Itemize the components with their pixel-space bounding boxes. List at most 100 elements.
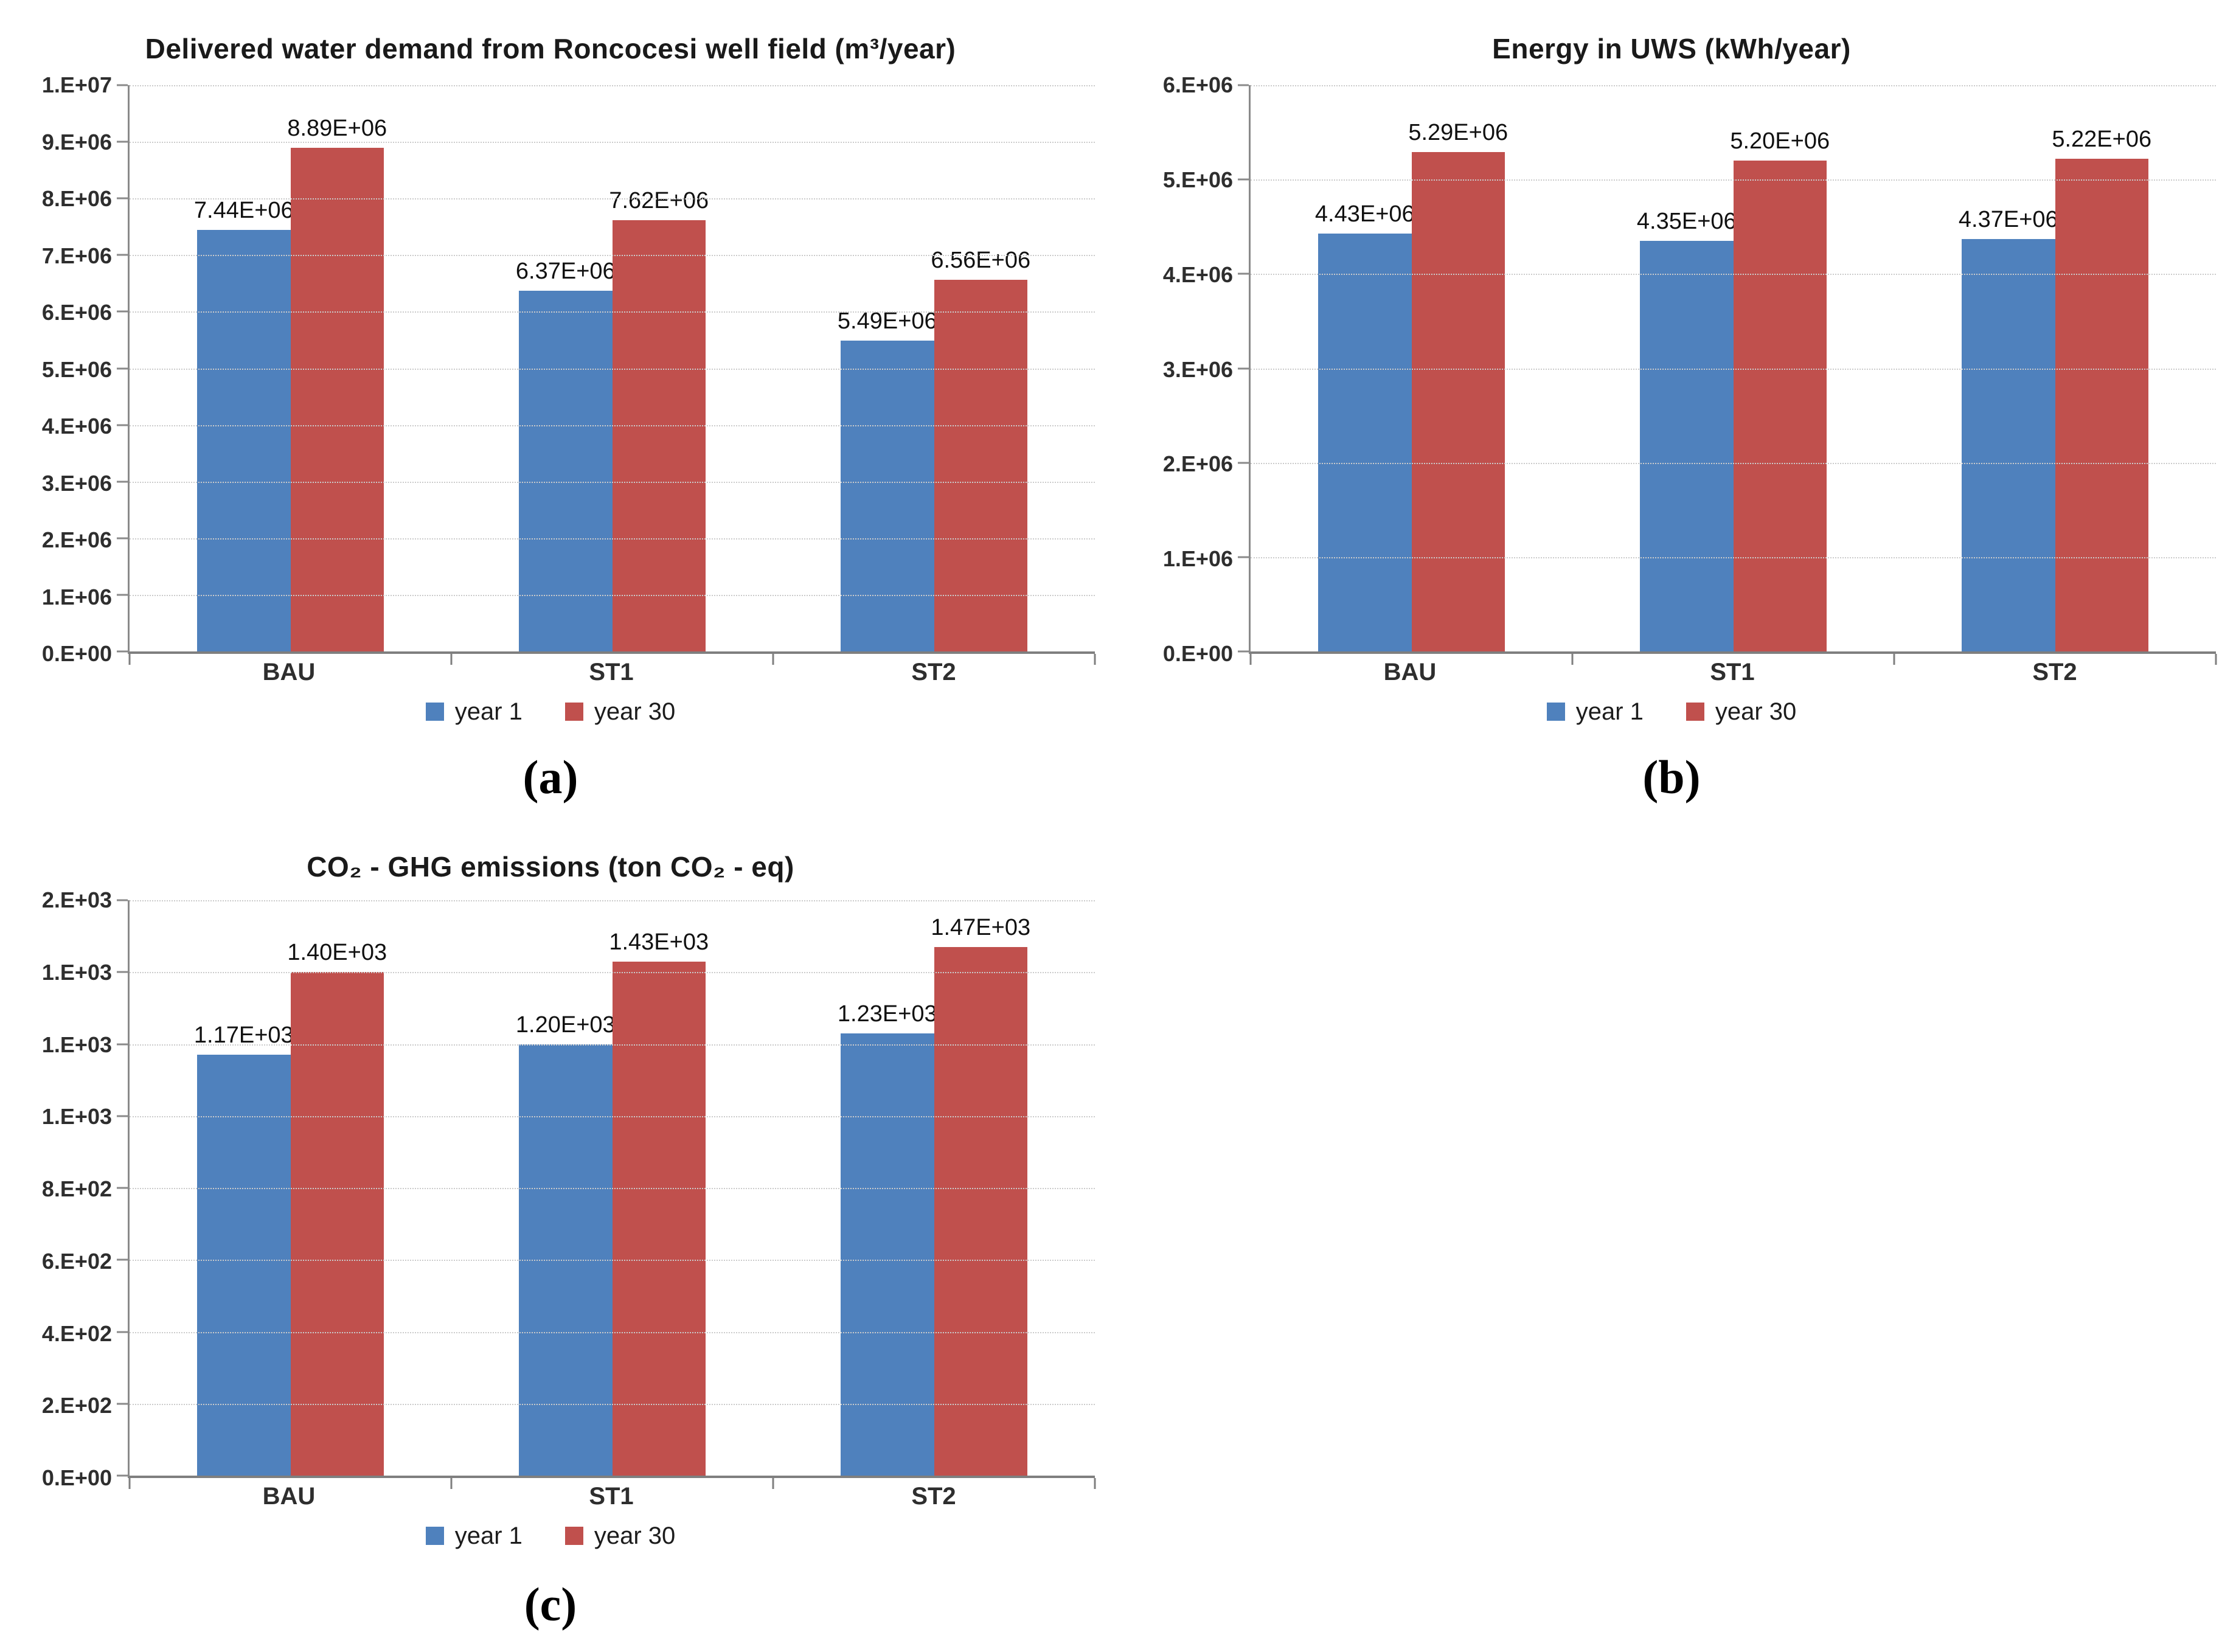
legend: year 1 year 30 (1127, 690, 2216, 733)
legend-swatch (1546, 703, 1565, 721)
legend-label: year 1 (454, 1522, 523, 1549)
bar-value-label: 1.40E+03 (287, 940, 387, 966)
legend-item-year-1: year 1 (1546, 698, 1644, 726)
y-axis-tick-mark (1238, 272, 1249, 275)
y-axis-tick-mark (117, 1043, 128, 1045)
y-axis: 6.E+06 5.E+06 4.E+06 3.E+06 2.E+06 1.E+06 0.E+… (1127, 72, 1249, 666)
gridline (130, 1116, 1095, 1117)
subfigure-caption: (a) (523, 750, 578, 803)
y-axis-tick-mark (117, 197, 128, 200)
bar-year30-st1 (612, 220, 706, 651)
legend-item-year-30: year 30 (1686, 698, 1796, 726)
bar-value-label: 4.35E+06 (1636, 209, 1737, 235)
x-axis-tick-mark (450, 1478, 453, 1489)
bar-value-label: 1.23E+03 (837, 1001, 937, 1027)
bar-year30-bau (290, 972, 384, 1476)
x-axis-category-label: ST2 (911, 1482, 956, 1510)
bar-value-label: 1.43E+03 (609, 929, 709, 955)
bar-group-st1: 6.37E+06 7.62E+06 (451, 85, 773, 651)
y-axis-tick-label: 4.E+06 (1162, 262, 1233, 287)
y-axis-tick-mark (117, 310, 128, 313)
bar-group-bau: 1.17E+03 1.40E+03 (130, 900, 451, 1476)
bar-year1-st2 (841, 340, 934, 651)
legend-item-year-30: year 30 (564, 698, 675, 726)
y-axis-tick-mark (117, 424, 128, 426)
gridline (130, 1331, 1095, 1333)
y-axis: 2.E+03 1.E+03 1.E+03 1.E+03 8.E+02 6.E+02 4.E+… (6, 887, 128, 1490)
y-axis-tick-label: 6.E+06 (41, 300, 112, 325)
x-axis-tick-mark (1094, 1478, 1096, 1489)
x-axis-category-label: ST1 (589, 1482, 634, 1510)
bar-wrap-year30-st2: 1.47E+03 (931, 900, 1030, 1476)
y-axis-tick-label: 1.E+06 (1162, 546, 1233, 572)
y-axis-tick-label: 0.E+00 (41, 1465, 112, 1490)
bar-value-label: 7.44E+06 (193, 198, 294, 224)
plot-area: 4.43E+06 5.29E+06 4.35E+06 5.20E+06 4.37E+06… (1238, 84, 2217, 665)
bar-wrap-year1-st1: 6.37E+06 (516, 85, 616, 651)
y-axis-tick-label: 1.E+07 (41, 72, 112, 97)
bar-wrap-year30-st1: 5.20E+06 (1730, 85, 1830, 651)
legend-label: year 1 (454, 698, 523, 725)
chart-title: Delivered water demand from Roncocesi we… (145, 33, 956, 64)
chart-a: Delivered water demand from Roncocesi we… (6, 12, 1096, 821)
y-axis-tick-mark (117, 1331, 128, 1333)
y-axis-tick-label: 1.E+03 (41, 1032, 112, 1057)
chart-title: Energy in UWS (kWh/year) (1492, 33, 1851, 64)
y-axis-tick-mark (1238, 462, 1249, 464)
y-axis-tick-label: 7.E+06 (41, 243, 112, 268)
bar-wrap-year30-bau: 5.29E+06 (1408, 85, 1508, 651)
bar-groups: 4.43E+06 5.29E+06 4.35E+06 5.20E+06 4.37E+06… (1251, 85, 2216, 651)
y-axis-tick-mark (117, 481, 128, 483)
bar-group-bau: 4.43E+06 5.29E+06 (1251, 85, 1572, 651)
y-axis-tick-label: 3.E+06 (1162, 356, 1233, 382)
gridline (130, 481, 1095, 483)
y-axis-tick-mark (117, 650, 128, 653)
bar-value-label: 4.37E+06 (1958, 206, 2058, 232)
y-axis-tick-mark (1238, 84, 1249, 86)
bar-group-st1: 4.35E+06 5.20E+06 (1572, 85, 1894, 651)
y-axis-tick-mark (117, 971, 128, 973)
y-axis-tick-mark (117, 367, 128, 369)
bar-value-label: 6.56E+06 (931, 248, 1031, 274)
x-axis-tick-mark (1893, 654, 1895, 665)
legend-item-year-1: year 1 (425, 698, 523, 726)
y-axis-tick-label: 1.E+06 (41, 584, 112, 609)
bar-wrap-year1-bau: 1.17E+03 (194, 900, 294, 1476)
gridline (130, 368, 1095, 370)
bar-year1-st2 (1962, 238, 2055, 651)
x-axis-category-label: ST2 (911, 658, 956, 685)
chart-title: CO₂ - GHG emissions (ton CO₂ - eq) (307, 851, 794, 883)
y-axis-tick-label: 9.E+06 (41, 129, 112, 154)
y-axis-tick-label: 2.E+03 (41, 887, 112, 912)
gridline (1251, 85, 2216, 86)
x-axis-tick-mark (1094, 654, 1096, 665)
y-axis-tick-label: 2.E+06 (41, 527, 112, 552)
bar-value-label: 4.43E+06 (1314, 201, 1415, 227)
legend-swatch (1686, 703, 1704, 721)
gridline (130, 900, 1095, 901)
y-axis-tick-label: 3.E+06 (41, 470, 112, 496)
chart-c: CO₂ - GHG emissions (ton CO₂ - eq) 2.E+0… (6, 833, 1096, 1652)
y-axis: 1.E+07 9.E+06 8.E+06 7.E+06 6.E+06 5.E+06 4.E+… (6, 72, 128, 666)
bar-value-label: 5.20E+06 (1730, 128, 1830, 154)
y-axis-tick-label: 2.E+02 (41, 1393, 112, 1418)
gridline (130, 198, 1095, 200)
subfigure-caption: (c) (524, 1578, 577, 1631)
x-axis-tick-mark (450, 654, 453, 665)
gridline (1251, 179, 2216, 181)
bar-year30-st2 (934, 280, 1027, 651)
y-axis-tick-label: 0.E+00 (1162, 641, 1233, 666)
y-axis-tick-label: 6.E+02 (41, 1248, 112, 1274)
x-axis-labels: BAU ST1 ST2 (1249, 654, 2216, 690)
bar-wrap-year1-st2: 1.23E+03 (837, 900, 937, 1476)
bar-wrap-year30-bau: 8.89E+06 (287, 85, 387, 651)
bar-year1-st2 (841, 1033, 934, 1476)
y-axis-tick-mark (117, 1187, 128, 1189)
y-axis-tick-mark (117, 1115, 128, 1117)
bar-year30-st2 (2055, 159, 2148, 651)
bar-year1-st1 (1640, 241, 1734, 651)
bar-group-st2: 5.49E+06 6.56E+06 (773, 85, 1095, 651)
subfigure-caption: (b) (1642, 750, 1701, 803)
gridline (130, 85, 1095, 86)
bar-groups: 7.44E+06 8.89E+06 6.37E+06 7.62E+06 5.49E+06… (130, 85, 1095, 651)
